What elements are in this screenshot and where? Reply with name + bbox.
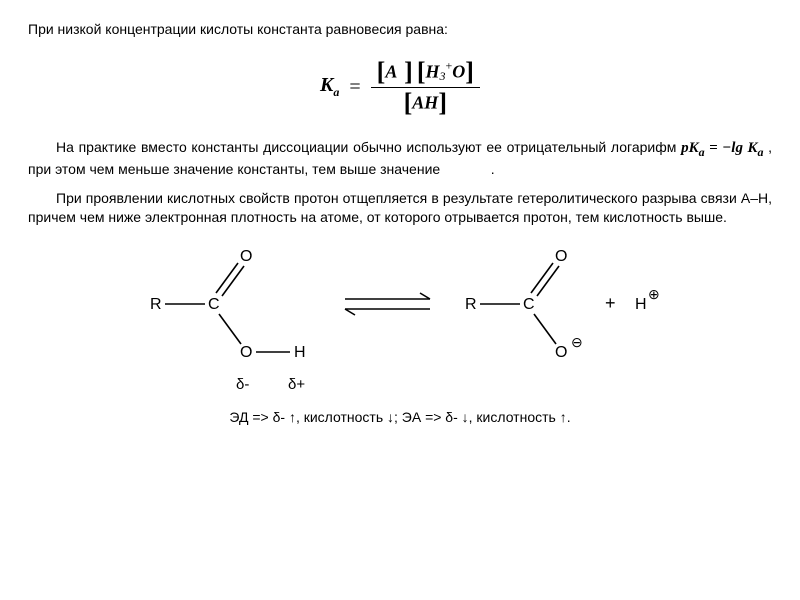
- rxn-right-R: R: [465, 296, 477, 313]
- rxn-left-H: H: [294, 344, 306, 361]
- reaction-svg: R C O O H R C O: [120, 241, 680, 371]
- num-O: O: [452, 61, 465, 81]
- pka-text-c: .: [491, 161, 495, 177]
- num-H: H: [425, 61, 439, 81]
- num-A: A: [385, 61, 397, 81]
- delta-minus-label: δ-: [236, 376, 249, 393]
- delta-plus-label: δ+: [288, 376, 305, 393]
- ka-sub: a: [333, 85, 339, 99]
- intro-paragraph: При низкой концентрации кислоты констант…: [28, 20, 772, 39]
- rxn-left-O-bot: O: [240, 344, 252, 361]
- pka-inline-formula: pKa = −lg Ka: [681, 140, 768, 156]
- rxn-right-O-top: O: [555, 248, 567, 265]
- rxn-left-O-top: O: [240, 248, 252, 265]
- ka-symbol: K: [320, 74, 333, 96]
- summary-line: ЭД => δ- ↑, кислотность ↓; ЭА => δ- ↓, к…: [28, 409, 772, 425]
- delta-labels: δ- δ+: [120, 376, 680, 393]
- proton-paragraph: При проявлении кислотных свойств протон …: [28, 189, 772, 227]
- reaction-scheme: R C O O H R C O: [28, 241, 772, 393]
- rxn-right-C: C: [523, 296, 535, 313]
- rxn-right-O-bot: O: [555, 344, 567, 361]
- rxn-left-R: R: [150, 296, 162, 313]
- rxn-plus: +: [605, 293, 616, 313]
- pka-text-a: На практике вместо константы диссоциации…: [56, 139, 681, 155]
- rxn-right-minus: ⊖: [571, 334, 583, 350]
- rxn-H: H: [635, 296, 647, 313]
- fraction: [A−] [H3+O] [AH]: [371, 57, 480, 118]
- eq-sign: =: [343, 76, 366, 98]
- rxn-left-C: C: [208, 296, 220, 313]
- pka-paragraph: На практике вместо константы диссоциации…: [28, 138, 772, 179]
- den-AH: AH: [412, 92, 438, 112]
- ka-formula: Ka = [A−] [H3+O] [AH]: [28, 57, 772, 118]
- rxn-H-plus: ⊕: [648, 286, 660, 302]
